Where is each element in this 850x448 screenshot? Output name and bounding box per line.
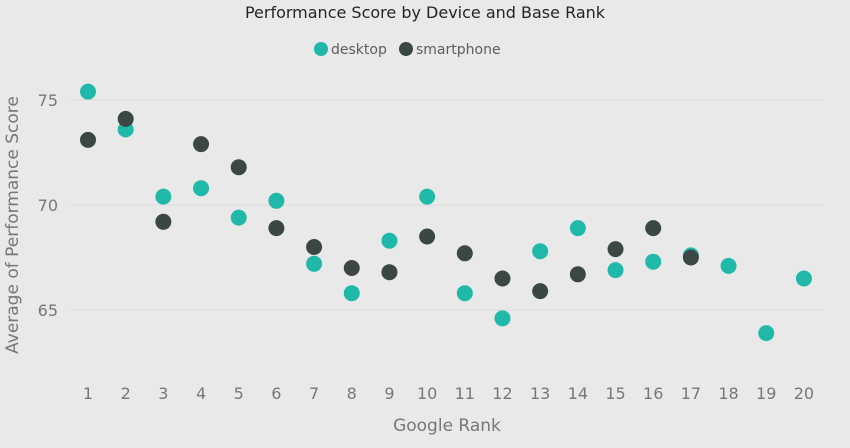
point-smartphone-rank-2 <box>117 110 134 127</box>
legend-label-smartphone: smartphone <box>416 42 501 58</box>
x-tick-label: 12 <box>492 384 512 403</box>
y-tick-label: 75 <box>38 91 58 110</box>
point-smartphone-rank-9 <box>381 264 398 281</box>
point-smartphone-rank-13 <box>532 283 549 300</box>
point-desktop-rank-5 <box>230 209 247 226</box>
x-tick-label: 9 <box>384 384 394 403</box>
point-desktop-rank-1 <box>80 83 96 100</box>
point-desktop-rank-6 <box>268 192 285 209</box>
x-tick-label: 14 <box>568 384 588 403</box>
point-smartphone-rank-16 <box>645 220 662 237</box>
gridlines <box>70 99 823 311</box>
point-desktop-rank-10 <box>419 188 436 205</box>
y-tick-label: 65 <box>38 301 58 320</box>
x-tick-label: 3 <box>158 384 168 403</box>
x-tick-label: 7 <box>309 384 319 403</box>
legend-marker-desktop <box>314 42 328 56</box>
point-smartphone-rank-8 <box>343 260 360 276</box>
point-smartphone-rank-15 <box>607 241 624 258</box>
point-desktop-rank-12 <box>494 310 511 327</box>
x-tick-label: 2 <box>121 384 131 403</box>
point-smartphone-rank-3 <box>155 213 172 230</box>
point-smartphone-rank-14 <box>569 266 586 283</box>
point-smartphone-rank-12 <box>494 270 511 287</box>
point-desktop-rank-15 <box>607 262 624 279</box>
point-smartphone-rank-7 <box>306 239 323 255</box>
legend: desktop smartphone <box>314 42 501 58</box>
x-tick-label: 19 <box>756 384 776 403</box>
point-desktop-rank-14 <box>569 220 586 237</box>
point-smartphone-rank-4 <box>193 136 210 153</box>
point-desktop-rank-8 <box>343 285 360 302</box>
point-smartphone-rank-6 <box>268 220 285 237</box>
x-tick-label: 17 <box>681 384 701 403</box>
point-desktop-rank-3 <box>155 188 172 205</box>
x-tick-label: 5 <box>234 384 244 403</box>
point-desktop-rank-19 <box>758 325 775 342</box>
x-tick-label: 16 <box>643 384 663 403</box>
x-axis-label: Google Rank <box>393 416 501 436</box>
y-axis-ticks: 65 70 75 <box>38 91 58 320</box>
x-tick-label: 1 <box>83 384 93 403</box>
point-smartphone-rank-17 <box>682 249 699 266</box>
x-tick-label: 15 <box>605 384 625 403</box>
point-desktop-rank-20 <box>795 270 812 287</box>
point-smartphone-rank-1 <box>80 131 96 148</box>
y-axis-label: Average of Performance Score <box>3 96 23 354</box>
legend-marker-smartphone <box>399 42 413 56</box>
point-desktop-rank-13 <box>532 243 549 260</box>
x-tick-label: 18 <box>718 384 738 403</box>
x-axis-ticks: 1 2 3 4 5 6 7 8 9 10 11 12 13 14 15 16 17 18 19 20 <box>83 384 814 403</box>
point-desktop-rank-11 <box>456 285 473 302</box>
x-tick-label: 11 <box>455 384 475 403</box>
point-smartphone-rank-10 <box>419 228 436 245</box>
point-desktop-rank-9 <box>381 232 398 249</box>
point-desktop-rank-4 <box>193 180 210 197</box>
x-tick-label: 20 <box>794 384 814 403</box>
data-points <box>80 83 812 342</box>
point-smartphone-rank-11 <box>456 245 473 262</box>
legend-label-desktop: desktop <box>331 42 387 58</box>
y-tick-label: 70 <box>38 196 58 215</box>
x-tick-label: 8 <box>347 384 357 403</box>
x-tick-label: 13 <box>530 384 550 403</box>
point-smartphone-rank-5 <box>230 159 247 176</box>
x-tick-label: 4 <box>196 384 206 403</box>
chart-title: Performance Score by Device and Base Ran… <box>245 3 606 22</box>
x-tick-label: 6 <box>271 384 281 403</box>
point-desktop-rank-18 <box>720 257 737 274</box>
x-tick-label: 10 <box>417 384 437 403</box>
point-desktop-rank-7 <box>306 255 323 272</box>
point-desktop-rank-16 <box>645 253 662 270</box>
